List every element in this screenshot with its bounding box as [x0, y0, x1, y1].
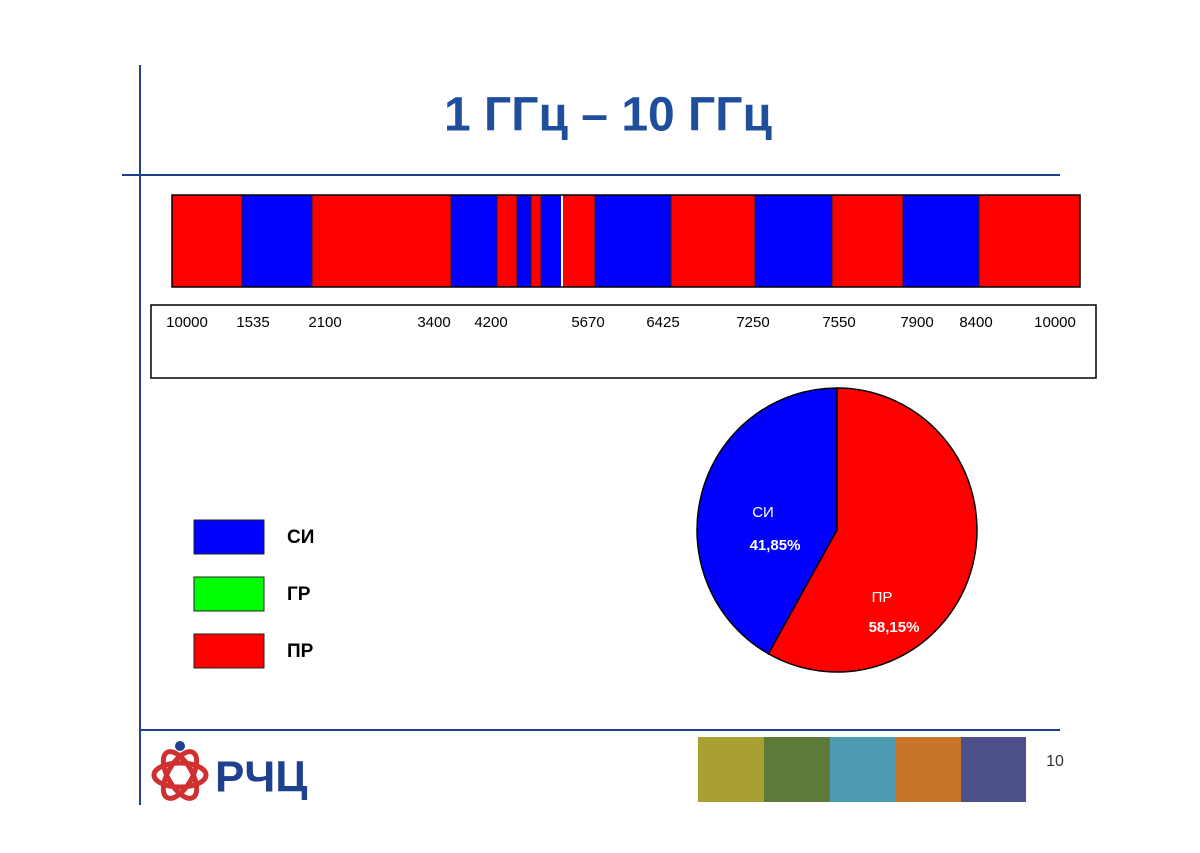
slice-value: 58,15%: [869, 619, 920, 636]
band-segment: [594, 194, 672, 288]
band-label: 6425: [646, 314, 679, 331]
logo-mark: [151, 741, 209, 801]
legend-label: СИ: [287, 527, 314, 548]
band: [171, 194, 1081, 288]
photo-tile: [764, 737, 830, 802]
slice-value: 41,85%: [750, 537, 801, 554]
band-segment: [831, 194, 904, 288]
label-box: [150, 304, 1097, 379]
logo-text: РЧЦ: [215, 753, 307, 802]
band-label: 3400: [417, 314, 450, 331]
band-segment: [670, 194, 756, 288]
legend: СИ ГР ПР: [193, 519, 314, 669]
photo-tile: [961, 737, 1026, 802]
logo-orbit: [151, 760, 209, 790]
title: 1 ГГц – 10 ГГц: [444, 89, 772, 142]
band-segment: [540, 194, 563, 288]
band-label: 4200: [474, 314, 507, 331]
legend-swatch: [193, 633, 265, 669]
band-label: 1535: [236, 314, 269, 331]
band-segment: [171, 194, 243, 288]
band-segment: [496, 194, 518, 288]
photo-tile: [830, 737, 896, 802]
footer-images: [698, 737, 1026, 802]
logo-orbit: [160, 749, 200, 801]
band-segment: [516, 194, 532, 288]
logo-orbit: [160, 749, 200, 801]
band-labels: 10000 1535 2100 3400 4200 5670 6425 7250 7550 790…: [166, 314, 1076, 331]
pie-chart: СИ 41,85% ПР 58,15%: [696, 387, 978, 673]
band-segment: [241, 194, 313, 288]
band-segment: [561, 194, 596, 288]
logo-dot: [175, 741, 185, 751]
band-segment: [311, 194, 452, 288]
band-label: 2100: [308, 314, 341, 331]
legend-swatch: [193, 519, 265, 555]
slice-name: СИ: [752, 504, 774, 521]
band-label: 7250: [736, 314, 769, 331]
slice-name: ПР: [872, 589, 893, 606]
legend-label: ГР: [287, 584, 311, 605]
band-label: 5670: [571, 314, 604, 331]
band-border: [171, 194, 1081, 288]
band-segment: [978, 194, 1081, 288]
band-segment: [530, 194, 542, 288]
photo-tile: [896, 737, 961, 802]
band-label: 10000: [1034, 314, 1076, 331]
legend-label: ПР: [287, 641, 314, 662]
band-label: 10000: [166, 314, 208, 331]
pie-slice: [767, 387, 978, 673]
band-label: 7900: [900, 314, 933, 331]
band-label: 8400: [959, 314, 992, 331]
pie-slice: [696, 387, 838, 655]
page-number: 10: [1046, 753, 1064, 770]
band-segment: [450, 194, 498, 288]
photo-tile: [698, 737, 764, 802]
legend-swatch: [193, 576, 265, 612]
band-label: 7550: [822, 314, 855, 331]
band-segment: [754, 194, 833, 288]
band-segment: [902, 194, 980, 288]
